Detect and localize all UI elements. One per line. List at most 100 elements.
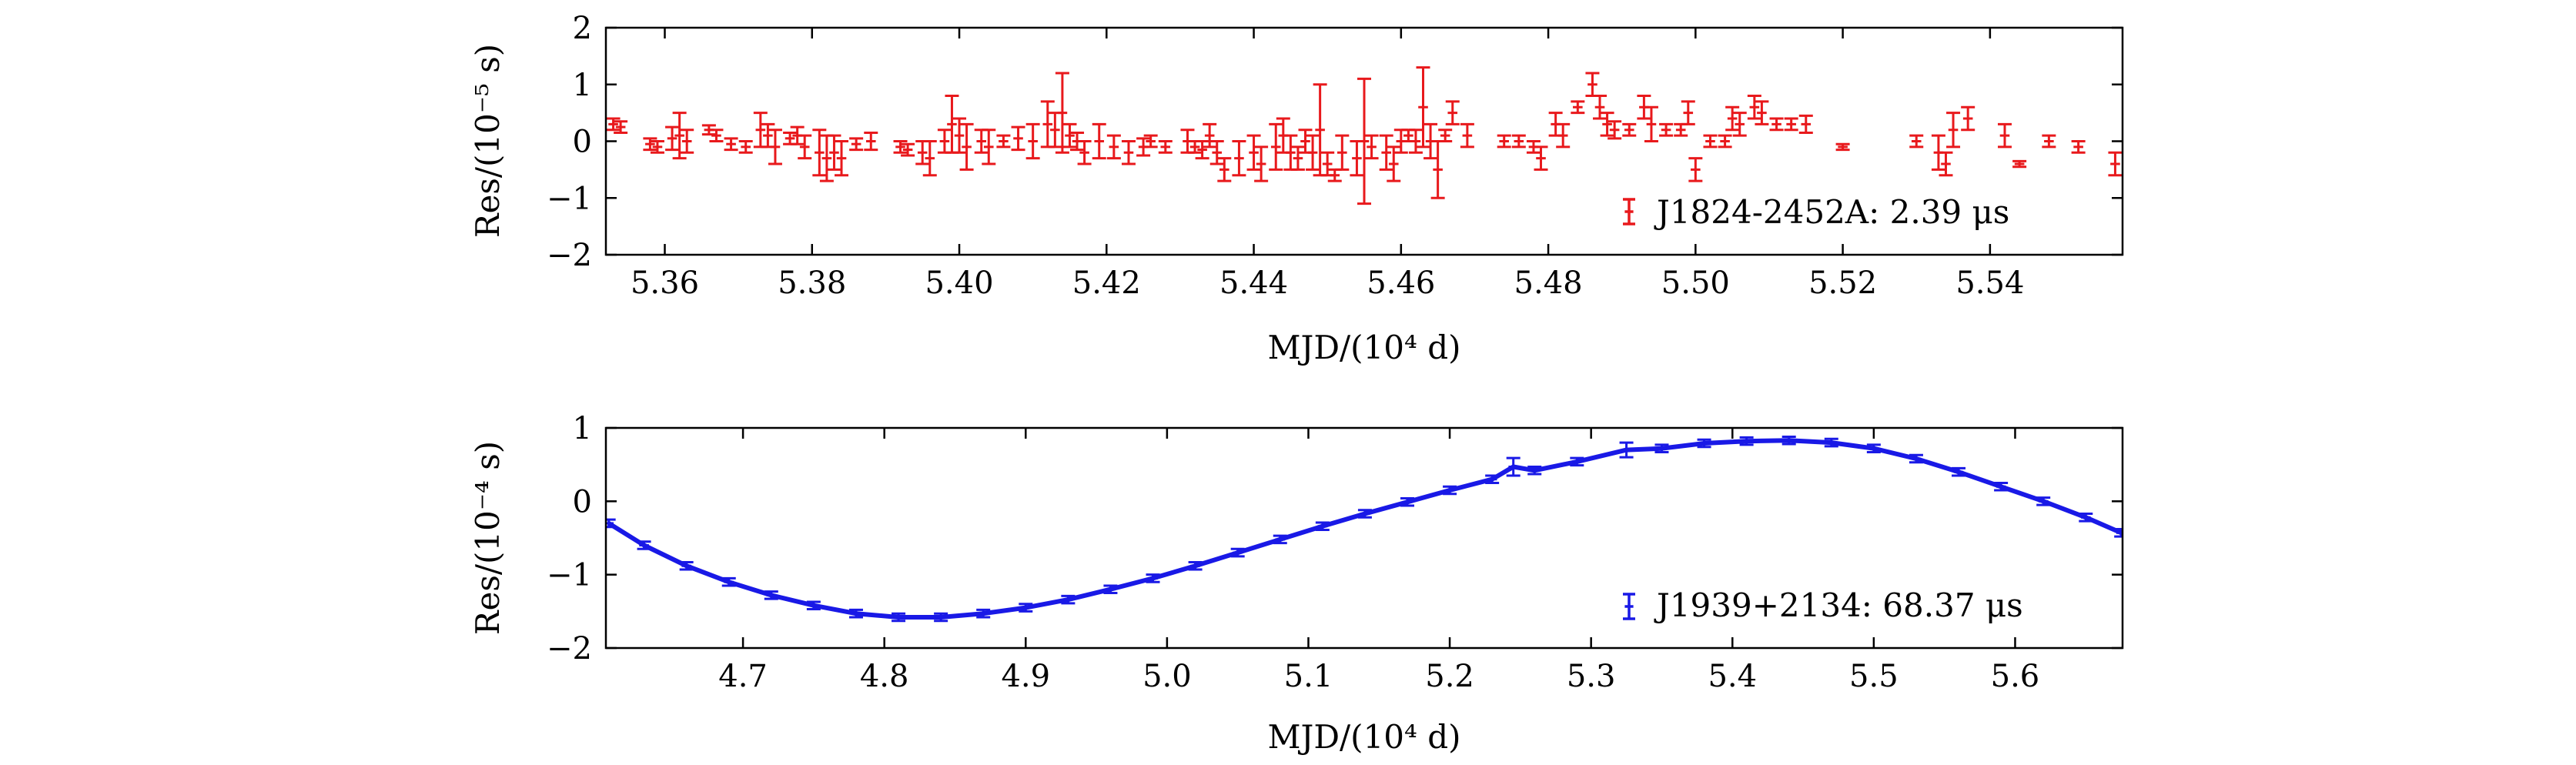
data-point (1527, 466, 1542, 476)
data-point (1697, 438, 1711, 449)
data-point (2071, 140, 2086, 154)
data-point (1585, 72, 1600, 97)
data-point (1401, 129, 1416, 142)
data-point (1430, 140, 1445, 199)
x-tick-label: 5.50 (1661, 266, 1730, 301)
data-point (1506, 456, 1521, 477)
data-point (1781, 435, 1796, 446)
data-point (1246, 134, 1261, 171)
data-point (1438, 129, 1453, 142)
data-point (864, 131, 878, 152)
data-point (1994, 482, 2009, 492)
data-point (2036, 496, 2051, 506)
data-point (2114, 528, 2123, 538)
data-point (1106, 134, 1121, 160)
bottom-y-axis-label: Res/(10⁻⁴ s) (469, 441, 507, 635)
data-point (764, 590, 778, 600)
data-point (1203, 122, 1217, 149)
x-tick-label: 5.52 (1808, 266, 1877, 301)
data-point (2012, 159, 2027, 169)
data-point (1511, 134, 1526, 149)
data-point (761, 122, 775, 149)
data-point (1416, 66, 1430, 149)
data-point (1298, 129, 1313, 154)
data-point (1739, 436, 1754, 446)
bottom-y-axis: −2 −1 0 1 (547, 411, 2123, 666)
x-tick-label: 5.44 (1219, 266, 1288, 301)
x-tick-label: 5.0 (1142, 659, 1192, 694)
data-point (1570, 456, 1584, 467)
x-tick-label: 5.36 (631, 266, 699, 301)
data-point (1195, 140, 1209, 160)
top-legend-label: J1824-2452A: 2.39 μs (1654, 193, 2009, 231)
data-point (1062, 122, 1077, 149)
data-point (959, 122, 974, 171)
data-point (849, 137, 864, 152)
data-point (1077, 140, 1092, 165)
x-tick-label: 5.40 (925, 266, 993, 301)
top-legend-marker (1623, 198, 1635, 225)
data-point (1755, 100, 1769, 125)
data-point (1600, 112, 1614, 137)
x-tick-label: 5.6 (1991, 659, 2040, 694)
bottom-plot-frame (604, 426, 2124, 650)
y-tick-label: 0 (573, 484, 592, 519)
bottom-legend: J1939+2134: 68.37 μs (1623, 586, 2023, 624)
data-point (1556, 122, 1571, 149)
top-y-axis-label: Res/(10⁻⁵ s) (469, 44, 507, 238)
data-point (1055, 72, 1069, 154)
data-point (1357, 77, 1371, 205)
data-point (915, 140, 930, 165)
data-point (1939, 151, 1953, 177)
data-point (665, 125, 680, 152)
data-point (753, 112, 768, 149)
data-point (783, 131, 798, 145)
y-tick-label: 0 (573, 125, 592, 160)
data-point (848, 608, 863, 619)
data-point (1443, 485, 1457, 496)
data-point (922, 140, 937, 177)
data-point (1497, 134, 1511, 149)
x-tick-label: 5.48 (1514, 266, 1583, 301)
x-tick-label: 5.4 (1708, 659, 1757, 694)
data-point (1357, 509, 1372, 519)
data-point (1146, 573, 1160, 583)
data-point (996, 134, 1011, 149)
y-tick-label: −1 (547, 558, 592, 593)
data-point (1732, 112, 1747, 137)
data-point (1379, 134, 1393, 171)
data-point (806, 600, 821, 610)
legend-error-bar-icon (1623, 198, 1635, 225)
data-point (1273, 534, 1287, 545)
x-tick-label: 5.3 (1567, 659, 1616, 694)
data-point (835, 140, 849, 177)
data-point (1103, 584, 1118, 594)
x-tick-label: 4.7 (718, 659, 768, 694)
data-point (937, 129, 952, 154)
data-point (1400, 497, 1414, 507)
data-point (1040, 100, 1055, 149)
data-point (1364, 134, 1379, 160)
data-point (1835, 142, 1850, 152)
top-x-axis: 5.36 5.38 5.40 5.42 5.44 5.46 5.48 5.50 5.52 5.54 (631, 28, 2024, 301)
data-point (1217, 157, 1232, 182)
data-point (1313, 83, 1327, 177)
data-point (1784, 117, 1798, 132)
y-tick-label: −2 (547, 238, 592, 273)
data-point (1607, 120, 1622, 140)
data-point (1143, 134, 1158, 149)
data-point (606, 117, 621, 132)
data-point (1659, 122, 1674, 137)
top-residual-panel: 5.36 5.38 5.40 5.42 5.44 5.46 5.48 5.50 5.52 5.54… (469, 11, 2124, 366)
data-point (1485, 474, 1500, 484)
data-point (1593, 95, 1607, 120)
data-point (1946, 112, 1961, 149)
data-point (1019, 603, 1033, 613)
data-point (798, 134, 812, 160)
top-legend: J1824-2452A: 2.39 μs (1623, 193, 2009, 231)
x-tick-label: 5.5 (1849, 659, 1899, 694)
legend-error-bar-icon (1623, 593, 1635, 620)
data-point (2108, 151, 2123, 177)
data-point (1230, 547, 1245, 558)
